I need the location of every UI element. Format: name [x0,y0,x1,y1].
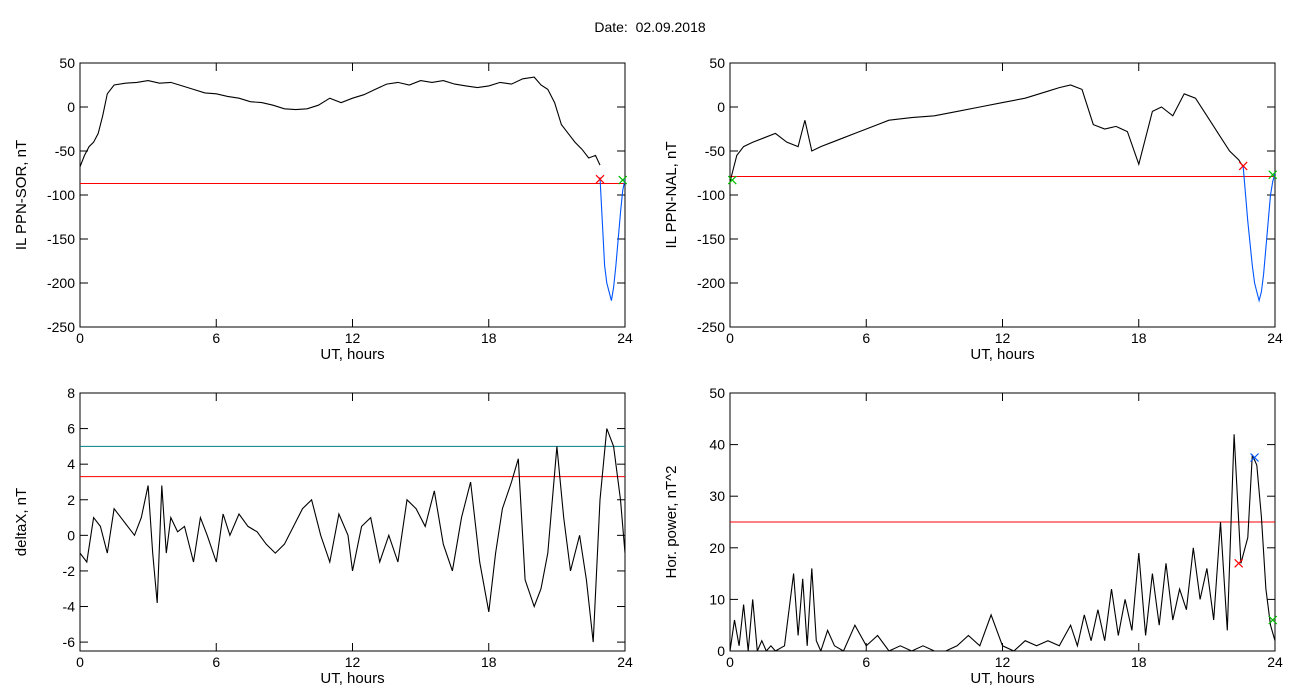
series-line [730,84,1244,182]
y-axis-label: IL PPN-SOR, nT [13,140,30,250]
y-tick-label: -2 [63,563,76,579]
x-tick-label: 12 [345,330,361,346]
x-axis-label: UT, hours [970,670,1034,687]
data-marker [1268,170,1278,180]
y-tick-label: -250 [47,319,75,335]
y-tick-label: 20 [709,540,725,556]
data-marker [1234,558,1244,568]
chart-power: 0 6 12 18 24 50 40 30 20 10 0 UT, hours Hor. power, … [663,385,1283,687]
data-marker [727,175,737,185]
y-tick-label: -250 [697,319,725,335]
plot-frame [79,62,626,328]
y-tick-label: -100 [697,187,725,203]
page-title: Date: 02.09.2018 [594,19,706,35]
x-tick-label: 0 [76,654,84,670]
y-tick-label: 40 [709,437,725,453]
y-axis-label: IL PPN-NAL, nT [663,142,680,249]
x-tick-label: 6 [212,330,220,346]
x-tick-label: 12 [995,330,1011,346]
x-tick-label: 6 [862,654,870,670]
y-tick-label: 0 [717,99,725,115]
x-tick-label: 0 [726,654,734,670]
y-tick-label: -4 [63,599,76,615]
x-tick-label: 24 [617,330,633,346]
y-tick-label: 50 [59,55,75,71]
chart-nal: 0 6 12 18 24 50 0 -50 -100 -150 -200 -250 UT, hours I… [663,55,1283,363]
y-tick-label: 50 [709,55,725,71]
y-tick-label: -50 [705,143,725,159]
y-tick-label: 10 [709,591,725,607]
y-tick-label: -50 [55,143,75,159]
data-marker [1250,453,1259,462]
series-line [599,177,625,301]
y-axis-label: Hor. power, nT^2 [663,466,680,579]
y-tick-label: -150 [47,231,75,247]
x-axis-label: UT, hours [320,346,384,363]
plot-frame [79,392,626,652]
y-tick-label: 0 [67,99,75,115]
y-tick-label: 8 [67,385,75,401]
y-tick-label: -6 [63,634,76,650]
x-tick-label: 24 [1267,654,1283,670]
x-tick-label: 18 [481,654,497,670]
series-line [1242,166,1275,303]
x-tick-label: 6 [212,654,220,670]
series-line [80,76,601,168]
x-tick-label: 18 [1131,654,1147,670]
x-tick-label: 12 [995,654,1011,670]
data-marker [595,174,605,184]
chart-sor: 0 6 12 18 24 50 0 -50 -100 -150 -200 -250 UT, hours I… [13,55,633,363]
x-tick-label: 6 [862,330,870,346]
y-tick-label: 4 [67,456,75,472]
y-tick-label: 30 [709,488,725,504]
y-tick-label: 2 [67,492,75,508]
y-tick-label: -200 [47,275,75,291]
y-tick-label: 0 [717,643,725,659]
data-marker [1238,161,1248,171]
x-tick-label: 18 [481,330,497,346]
y-tick-label: 0 [67,527,75,543]
chart-deltax: 0 6 12 18 24 8 6 4 2 0 -2 -4 -6 UT, hours deltaX, nT [13,385,633,687]
x-tick-label: 24 [617,654,633,670]
series-line [730,434,1275,651]
y-axis-label: deltaX, nT [13,488,30,556]
y-tick-label: 50 [709,385,725,401]
x-tick-label: 12 [345,654,361,670]
x-tick-label: 0 [76,330,84,346]
data-marker [618,175,628,185]
x-axis-label: UT, hours [320,670,384,687]
y-tick-label: -200 [697,275,725,291]
x-axis-label: UT, hours [970,346,1034,363]
x-tick-label: 18 [1131,330,1147,346]
series-line [80,428,625,643]
data-marker [1268,615,1278,625]
x-tick-label: 24 [1267,330,1283,346]
y-tick-label: -150 [697,231,725,247]
y-tick-label: -100 [47,187,75,203]
x-tick-label: 0 [726,330,734,346]
y-tick-label: 6 [67,421,75,437]
